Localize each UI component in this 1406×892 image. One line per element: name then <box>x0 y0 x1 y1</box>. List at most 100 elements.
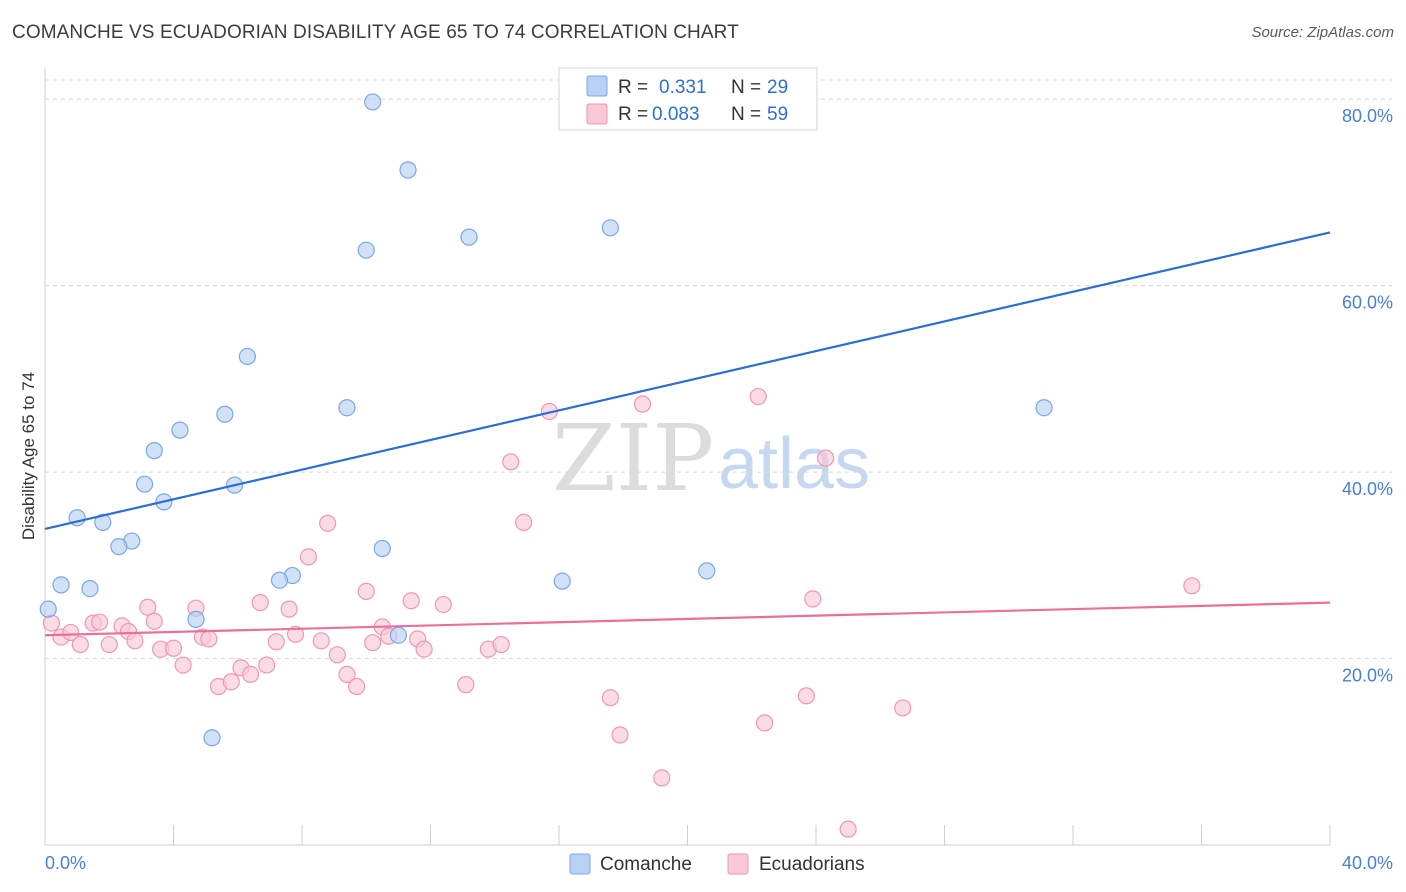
comanche-point <box>171 421 189 439</box>
stats-legend: R = 0.331 N = 29 R = 0.083 N = 59 <box>558 67 818 131</box>
comanche-point <box>52 576 70 594</box>
bottom-legend-swatch-ecuadorians <box>727 853 749 875</box>
ecuadorians-point <box>755 714 774 732</box>
comanche-point <box>364 93 382 111</box>
comanche-point <box>460 228 478 246</box>
legend-n-value-comanche: 29 <box>767 77 788 98</box>
ecuadorians-point <box>145 612 163 630</box>
y-tick-label: 20.0% <box>1342 666 1393 686</box>
y-tick-label: 80.0% <box>1342 106 1393 126</box>
bottom-legend-comanche: Comanche <box>600 854 692 875</box>
ecuadorians-point <box>286 625 305 643</box>
ecuadorians-point <box>139 598 157 616</box>
comanche-point <box>601 219 620 237</box>
legend-swatch-ecuadorians <box>586 103 608 125</box>
ecuadorians-point <box>348 677 366 696</box>
ecuadorians-point <box>100 635 118 654</box>
legend-n-label: N = <box>731 104 761 125</box>
comanche-point <box>94 513 112 532</box>
comanche-point <box>238 347 256 366</box>
comanche-point <box>270 571 289 589</box>
ecuadorians-point <box>653 769 671 787</box>
ecuadorians-point <box>804 590 822 608</box>
ecuadorians-point <box>164 639 183 657</box>
comanche-point <box>357 241 375 259</box>
ecuadorians-points <box>42 387 1201 838</box>
ecuadorians-point <box>200 630 218 648</box>
ecuadorians-point <box>611 726 629 744</box>
y-tick-label: 40.0% <box>1342 479 1393 499</box>
comanche-point <box>145 442 163 460</box>
ecuadorians-point <box>338 665 356 683</box>
comanche-points <box>39 93 1053 747</box>
legend-r-value-ecuadorians: 0.083 <box>652 104 700 125</box>
ecuadorians-point <box>364 634 382 652</box>
watermark-zip: ZIP <box>552 405 714 512</box>
ecuadorians-trend-line <box>44 601 1331 637</box>
ecuadorians-point <box>242 665 260 683</box>
ecuadorians-point <box>62 623 80 642</box>
comanche-point <box>39 600 57 618</box>
ecuadorians-point <box>91 613 109 631</box>
ecuadorians-point <box>402 592 420 610</box>
legend-n-value-ecuadorians: 59 <box>767 104 788 125</box>
ecuadorians-point <box>267 633 285 651</box>
y-tick-labels: 20.0% 40.0% 60.0% 80.0% <box>1342 106 1393 685</box>
comanche-point <box>135 475 154 493</box>
ecuadorians-point <box>71 635 89 654</box>
ecuadorians-point <box>42 614 61 632</box>
source-label: Source: ZipAtlas.com <box>1251 24 1394 41</box>
ecuadorians-point <box>601 689 620 707</box>
x-tick-label: 40.0% <box>1342 853 1393 873</box>
ecuadorians-point <box>502 453 520 471</box>
ecuadorians-point <box>1183 577 1201 595</box>
y-tick-label: 60.0% <box>1342 293 1393 313</box>
ecuadorians-point <box>633 395 652 413</box>
ecuadorians-point <box>258 656 276 674</box>
legend-r-label: R = <box>618 104 648 125</box>
ecuadorians-point <box>415 640 433 658</box>
legend-swatch-comanche <box>586 75 608 97</box>
ecuadorians-point <box>126 632 144 650</box>
bottom-legend-ecuadorians: Ecuadorians <box>759 854 865 875</box>
comanche-point <box>81 580 99 598</box>
comanche-point <box>553 572 571 590</box>
ecuadorians-point <box>357 582 375 601</box>
ecuadorians-point <box>749 387 767 406</box>
watermark-atlas: atlas <box>718 424 870 504</box>
ecuadorians-point <box>299 548 318 566</box>
watermark: ZIP atlas <box>552 405 870 512</box>
ecuadorians-point <box>319 514 337 532</box>
ecuadorians-point <box>817 449 835 467</box>
comanche-point <box>338 399 356 417</box>
comanche-point <box>216 405 234 423</box>
ecuadorians-point <box>797 687 815 705</box>
gridlines <box>45 79 1392 660</box>
ecuadorians-point <box>434 595 452 614</box>
series-legend: Comanche Ecuadorians <box>569 853 865 875</box>
ecuadorians-point <box>515 513 533 532</box>
x-tick-labels: 0.0% 40.0% <box>45 853 1393 873</box>
ecuadorians-point <box>328 646 346 664</box>
comanche-point <box>399 161 417 179</box>
comanche-point <box>110 538 128 556</box>
trend-lines <box>44 231 1331 637</box>
ecuadorians-point <box>251 593 269 612</box>
bottom-legend-swatch-comanche <box>569 853 591 875</box>
comanche-trend-line <box>44 231 1331 531</box>
comanche-point <box>373 539 391 558</box>
comanche-point <box>187 610 205 628</box>
comanche-point <box>203 729 221 747</box>
ecuadorians-point <box>280 600 298 618</box>
x-tick-label: 0.0% <box>45 853 86 873</box>
ecuadorians-point <box>457 676 475 694</box>
ecuadorians-point <box>222 673 240 691</box>
ecuadorians-point <box>174 656 192 674</box>
ecuadorians-point <box>492 635 510 654</box>
legend-r-value-comanche: 0.331 <box>659 77 707 98</box>
legend-r-label: R = <box>618 77 648 98</box>
legend-n-label: N = <box>731 77 761 98</box>
ecuadorians-point <box>839 820 857 838</box>
comanche-point <box>698 562 716 580</box>
